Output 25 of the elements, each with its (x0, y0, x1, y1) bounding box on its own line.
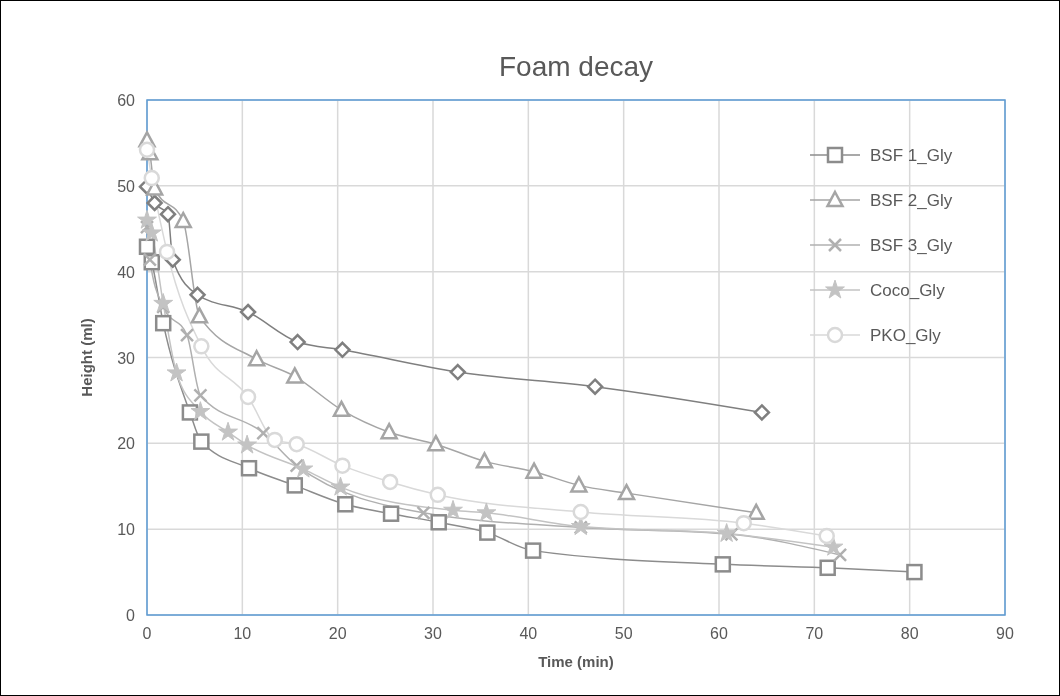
x-tick-label: 90 (996, 625, 1014, 642)
x-tick-label: 70 (805, 625, 824, 642)
y-tick-label: 20 (117, 435, 136, 453)
y-tick-label: 10 (117, 521, 136, 539)
y-tick-label: 0 (126, 607, 136, 624)
legend-label: Coco_Gly (870, 281, 946, 300)
x-tick-label: 30 (424, 625, 442, 642)
legend-label: BSF 3_Gly (870, 236, 953, 255)
y-tick-label: 40 (117, 263, 136, 281)
y-tick-label: 60 (117, 92, 136, 109)
y-axis-title: Height (ml) (78, 318, 95, 397)
y-tick-label: 50 (117, 177, 136, 195)
legend-label: BSF 1_Gly (870, 146, 953, 165)
x-tick-label: 10 (233, 625, 252, 642)
x-tick-label: 40 (519, 625, 538, 642)
x-tick-label: 20 (328, 625, 347, 642)
x-axis-title: Time (min) (538, 653, 614, 670)
chart-title: Foam decay (498, 51, 654, 82)
legend-label: PKO_Gly (870, 326, 942, 345)
x-tick-label: 80 (900, 625, 919, 642)
x-tick-label: 0 (142, 625, 152, 642)
legend-label: BSF 2_Gly (870, 191, 953, 210)
y-tick-label: 30 (117, 349, 136, 367)
x-tick-label: 60 (710, 625, 728, 642)
x-tick-label: 50 (614, 625, 633, 642)
